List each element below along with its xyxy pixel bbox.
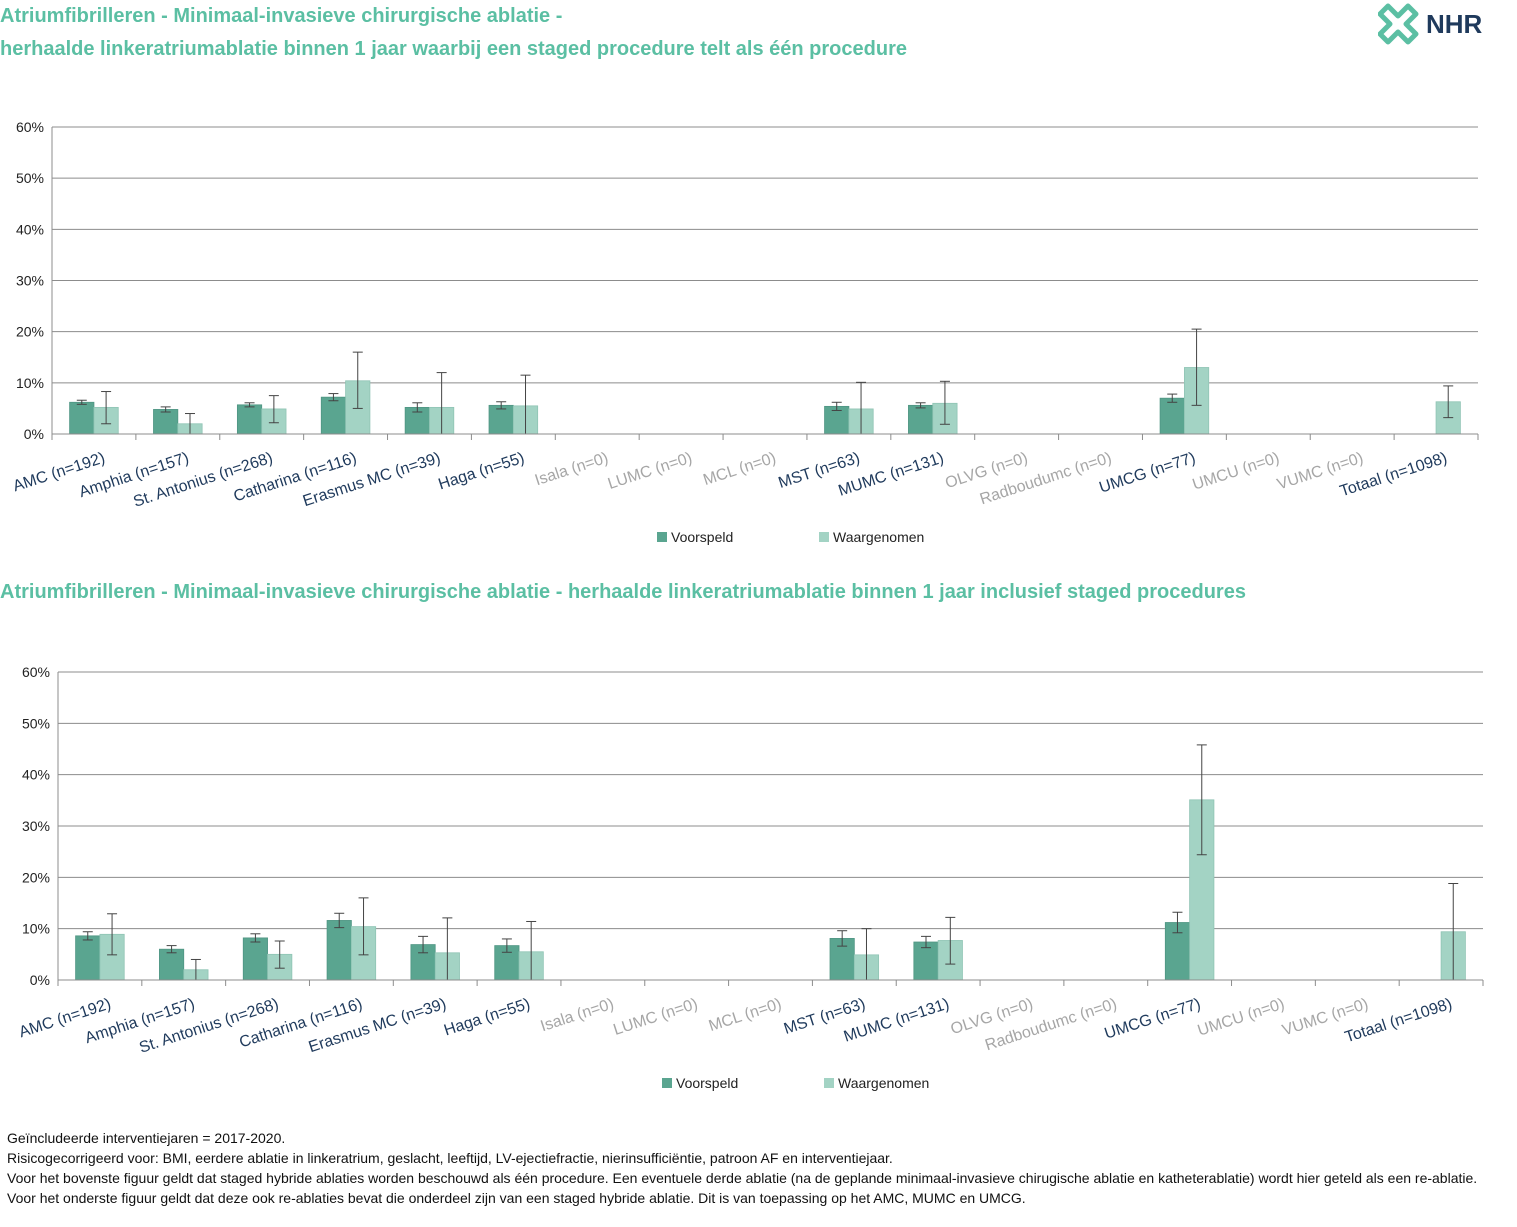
y-tick-label: 60% [22, 664, 50, 680]
bar-voorspeld-amc-n-192 [75, 935, 101, 981]
bar-voorspeld-st-antonius-n-268 [236, 404, 263, 435]
errorbar-voorspeld-haga-n-55 [501, 938, 512, 953]
x-tick-label-haga-n-55: Haga (n=55) [436, 450, 526, 494]
y-tick-label: 20% [22, 869, 50, 885]
errorbar-voorspeld-catharina-n-116 [334, 912, 345, 929]
x-tick-label-erasmus-mc-n-39: Erasmus MC (n=39) [307, 996, 449, 1057]
errorbar-voorspeld-amc-n-192 [82, 931, 93, 941]
legend-label-voorspeld: Voorspeld [676, 1075, 738, 1091]
errorbar-voorspeld-erasmus-mc-n-39 [412, 402, 423, 413]
legend-swatch-waargenomen [824, 1078, 834, 1088]
y-tick-label: 40% [16, 221, 44, 237]
nhr-cross-logo-icon: NHR [1378, 3, 1483, 45]
errorbar-voorspeld-amphia-n-157 [160, 406, 171, 413]
errorbar-waargenomen-umcg-n-77 [1196, 744, 1207, 856]
x-tick-label-lumc-n-0: LUMC (n=0) [606, 450, 695, 493]
x-tick-label-st-antonius-n-268: St. Antonius (n=268) [137, 996, 281, 1057]
bar-voorspeld-st-antonius-n-268 [242, 937, 268, 981]
errorbar-waargenomen-mumc-n-131 [945, 916, 956, 965]
footnote-risk-adjustment: Risicogecorrigeerd voor: BMI, eerdere ab… [7, 1150, 893, 1166]
errorbar-voorspeld-mst-n-63 [831, 401, 842, 411]
errorbar-voorspeld-haga-n-55 [496, 401, 507, 410]
errorbar-voorspeld-erasmus-mc-n-39 [418, 935, 429, 954]
footnotes: Geïncludeerde interventiejaren = 2017-20… [7, 1128, 1512, 1208]
footnote-years: Geïncludeerde interventiejaren = 2017-20… [7, 1130, 286, 1146]
errorbar-voorspeld-st-antonius-n-268 [244, 402, 255, 408]
errorbar-voorspeld-st-antonius-n-268 [250, 933, 261, 943]
y-tick-label: 30% [22, 818, 50, 834]
bar-voorspeld-amphia-n-157 [159, 948, 185, 981]
x-tick-label-mcl-n-0: MCL (n=0) [707, 996, 784, 1035]
bar-voorspeld-mumc-n-131 [908, 404, 934, 435]
chart-2: 0% 10% 20% 30% 40% 50% 60% AMC (n=192) Amphia (n… [0, 657, 1517, 1102]
errorbar-waargenomen-umcg-n-77 [1191, 328, 1202, 406]
errorbar-voorspeld-umcg-n-77 [1167, 393, 1178, 403]
legend-swatch-voorspeld [662, 1078, 672, 1088]
y-tick-label: 0% [30, 972, 50, 988]
x-tick-label-isala-n-0: Isala (n=0) [533, 450, 611, 490]
chart1-title-line1: Atriumfibrilleren - Minimaal-invasieve c… [0, 5, 563, 27]
bar-voorspeld-catharina-n-116 [326, 920, 352, 981]
errorbar-waargenomen-st-antonius-n-268 [268, 395, 279, 424]
legend-swatch-voorspeld [657, 532, 667, 542]
y-tick-label: 60% [16, 119, 44, 135]
x-tick-label-erasmus-mc-n-39: Erasmus MC (n=39) [301, 450, 443, 511]
chart-2-svg: 0%10%20%30%40%50%60%AMC (n=192)Amphia (n… [17, 664, 1484, 1091]
footnote-bottom-figure: Voor het onderste figuur geldt dat deze … [7, 1190, 1026, 1206]
x-tick-label-umcg-n-77: UMCG (n=77) [1102, 996, 1202, 1043]
chart-1: 0% 10% 20% 30% 40% 50% 60% AMC (n=192) Amphia (n… [0, 112, 1517, 557]
y-tick-label: 40% [22, 767, 50, 783]
bar-voorspeld-amc-n-192 [69, 401, 95, 435]
chart-1-svg: 0%10%20%30%40%50%60%AMC (n=192)Amphia (n… [11, 119, 1479, 545]
errorbar-waargenomen-catharina-n-116 [352, 351, 363, 409]
errorbar-voorspeld-umcg-n-77 [1172, 911, 1183, 934]
y-tick-label: 20% [16, 324, 44, 340]
y-tick-label: 0% [24, 426, 44, 442]
bar-voorspeld-amphia-n-157 [153, 409, 179, 435]
chart1-title-line2: herhaalde linkeratriumablatie binnen 1 j… [0, 38, 907, 60]
errorbar-waargenomen-mumc-n-131 [939, 380, 950, 425]
logo-text: NHR [1426, 9, 1483, 39]
errorbar-voorspeld-catharina-n-116 [328, 393, 339, 402]
errorbar-voorspeld-amc-n-192 [76, 399, 87, 405]
x-tick-label-st-antonius-n-268: St. Antonius (n=268) [131, 450, 275, 511]
y-tick-label: 30% [16, 273, 44, 289]
nhr-logo: NHR [1378, 0, 1503, 46]
x-tick-label-mcl-n-0: MCL (n=0) [701, 450, 778, 489]
y-tick-label: 10% [22, 921, 50, 937]
errorbar-voorspeld-mst-n-63 [837, 930, 848, 947]
bar-voorspeld-catharina-n-116 [320, 396, 346, 435]
legend-label-waargenomen: Waargenomen [838, 1075, 929, 1091]
errorbar-voorspeld-mumc-n-131 [915, 402, 926, 409]
y-tick-label: 10% [16, 375, 44, 391]
x-tick-label-umcu-n-0: UMCU (n=0) [1196, 996, 1287, 1040]
footnote-top-figure: Voor het bovenste figuur geldt dat stage… [7, 1170, 1478, 1186]
x-tick-label-umcu-n-0: UMCU (n=0) [1190, 450, 1281, 494]
x-tick-label-lumc-n-0: LUMC (n=0) [611, 996, 700, 1039]
bar-voorspeld-umcg-n-77 [1159, 397, 1185, 435]
legend-label-waargenomen: Waargenomen [833, 529, 924, 545]
errorbar-waargenomen-amc-n-192 [101, 391, 112, 425]
x-tick-label-umcg-n-77: UMCG (n=77) [1097, 450, 1197, 497]
chart2-title: Atriumfibrilleren - Minimaal-invasieve c… [0, 581, 1246, 603]
x-tick-label-haga-n-55: Haga (n=55) [442, 996, 532, 1040]
legend-label-voorspeld: Voorspeld [671, 529, 733, 545]
x-tick-label-isala-n-0: Isala (n=0) [539, 996, 617, 1036]
legend-swatch-waargenomen [819, 532, 829, 542]
errorbar-waargenomen-totaal-n-1098 [1443, 385, 1454, 419]
errorbar-waargenomen-amc-n-192 [107, 913, 118, 956]
bar-voorspeld-haga-n-55 [488, 404, 514, 435]
y-tick-label: 50% [22, 715, 50, 731]
errorbar-waargenomen-catharina-n-116 [358, 897, 369, 956]
errorbar-waargenomen-st-antonius-n-268 [274, 940, 285, 969]
y-tick-label: 50% [16, 170, 44, 186]
errorbar-voorspeld-mumc-n-131 [920, 935, 931, 949]
errorbar-voorspeld-amphia-n-157 [166, 945, 177, 954]
